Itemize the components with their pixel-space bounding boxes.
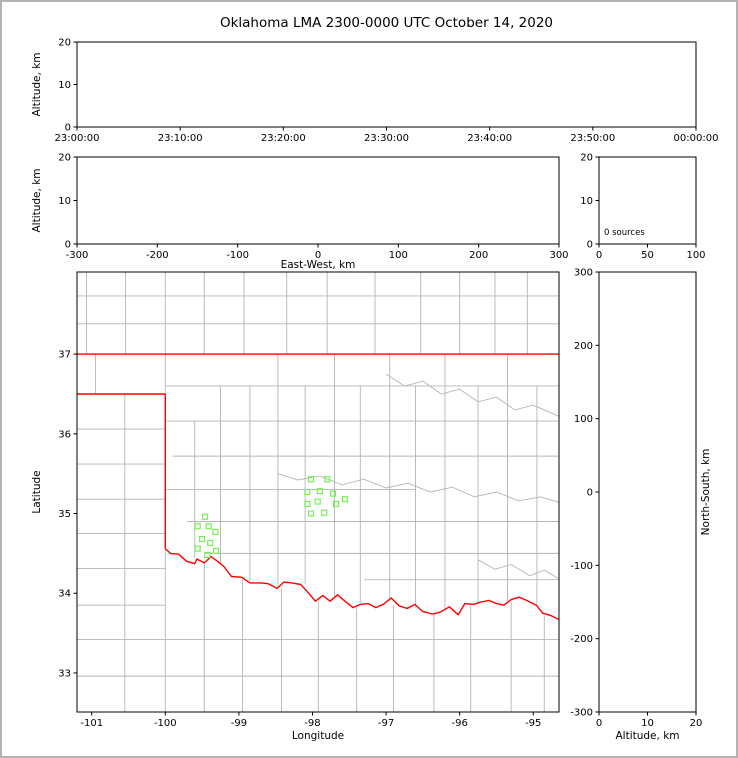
- y-axis-label-right: North-South, km: [700, 449, 712, 536]
- state-border-line: [164, 548, 559, 621]
- x-tick-label: 0: [596, 718, 602, 729]
- x-tick-label: 10: [641, 718, 654, 729]
- axes-frame: [598, 271, 697, 713]
- y-tick-label: 0: [587, 488, 593, 499]
- y-tick-label: 200: [574, 341, 593, 352]
- y-tick-label: 34: [58, 589, 71, 600]
- y-tick-label: 0: [587, 240, 593, 251]
- y-axis-label: Altitude, km: [31, 168, 43, 232]
- x-tick-label: -200: [146, 250, 169, 261]
- axes-frame: [76, 271, 560, 713]
- river-line: [277, 473, 559, 503]
- x-tick-label: 50: [641, 250, 654, 261]
- panel-content: [77, 272, 559, 712]
- x-tick-label: 20: [690, 718, 703, 729]
- x-tick-label: 300: [549, 250, 568, 261]
- y-tick-label: 36: [58, 429, 71, 440]
- x-tick-label: 00:00:00: [674, 133, 719, 144]
- y-tick-label: 0: [65, 240, 71, 251]
- y-tick-label: -300: [570, 708, 593, 719]
- panel-ew_height: -300 -200 -100 0 100 200 300 0 10 20 East-West, km…: [31, 153, 569, 272]
- station-marker: [198, 535, 206, 543]
- station-marker: [307, 476, 315, 483]
- station-marker: [201, 513, 209, 520]
- station-marker: [212, 528, 219, 535]
- x-tick-label: 23:20:00: [261, 133, 306, 144]
- x-tick-label: -300: [66, 250, 89, 261]
- sources-count-label: 0 sources: [604, 228, 645, 238]
- y-axis-label: Latitude: [31, 470, 43, 513]
- river-line: [385, 373, 559, 417]
- y-tick-label: -200: [570, 634, 593, 645]
- x-tick-label: 23:40:00: [467, 133, 512, 144]
- x-tick-label: -100: [154, 718, 177, 729]
- station-marker: [341, 496, 348, 503]
- station-marker: [324, 476, 331, 483]
- y-tick-label: 20: [58, 153, 71, 164]
- y-tick-label: 10: [580, 196, 593, 207]
- y-tick-label: 33: [58, 668, 71, 679]
- panel-map: -101 -100 -99 -98 -97 -96 -95 33 34 35 36 37 Longitu…: [31, 271, 560, 742]
- x-tick-label: -101: [80, 718, 103, 729]
- station-marker: [307, 510, 315, 517]
- y-axis-label: Altitude, km: [31, 52, 43, 116]
- y-tick-label: 100: [574, 414, 593, 425]
- station-marker: [204, 551, 211, 559]
- station-marker: [304, 488, 311, 496]
- station-marker: [212, 547, 220, 555]
- station-marker: [321, 509, 328, 516]
- x-tick-label: -96: [451, 718, 467, 729]
- x-tick-label: -100: [226, 250, 249, 261]
- station-marker: [194, 545, 201, 552]
- y-tick-label: 10: [58, 80, 71, 91]
- y-tick-label: 0: [65, 123, 71, 134]
- y-tick-label: 37: [58, 350, 71, 361]
- station-marker: [205, 523, 212, 530]
- x-tick-label: 23:00:00: [55, 133, 100, 144]
- station-marker: [316, 488, 323, 495]
- x-axis-label: East-West, km: [281, 259, 356, 271]
- y-tick-label: 35: [58, 509, 71, 520]
- y-tick-label: -100: [570, 561, 593, 572]
- y-tick-label: 10: [58, 196, 71, 207]
- y-tick-label: 20: [58, 38, 71, 49]
- y-tick-label: 300: [574, 268, 593, 279]
- x-axis-label: Altitude, km: [615, 730, 679, 742]
- station-marker: [332, 500, 340, 508]
- axes-frame: [76, 41, 697, 128]
- x-tick-label: 100: [389, 250, 408, 261]
- station-marker: [194, 523, 201, 530]
- station-marker: [329, 490, 337, 497]
- y-tick-label: 20: [580, 153, 593, 164]
- x-tick-label: 0: [315, 250, 321, 261]
- x-tick-label: -97: [378, 718, 394, 729]
- x-tick-label: 23:30:00: [364, 133, 409, 144]
- panel-ns_height: 0 10 20 -300 -200 -100 0 100 200 300 Altitude, km N…: [570, 268, 712, 743]
- x-tick-label: 0: [596, 250, 602, 261]
- x-tick-label: 23:50:00: [570, 133, 615, 144]
- x-tick-label: -98: [304, 718, 320, 729]
- x-tick-label: 23:10:00: [158, 133, 203, 144]
- axes-frame: [76, 156, 560, 245]
- x-axis-label: Longitude: [292, 730, 344, 742]
- panel-time_height: 23:00:00 23:10:00 23:20:00 23:30:00 23:40:00…: [31, 38, 718, 145]
- river-line: [477, 559, 559, 580]
- figure-title: Oklahoma LMA 2300-0000 UTC October 14, 2…: [219, 15, 554, 31]
- panel-alt_hist: 0 50 100 0 10 20 0 sources: [580, 153, 705, 262]
- station-marker: [314, 498, 321, 505]
- x-tick-label: 200: [469, 250, 488, 261]
- station-marker: [304, 500, 311, 508]
- x-tick-label: -95: [525, 718, 541, 729]
- station-marker: [207, 539, 214, 547]
- x-tick-label: 100: [686, 250, 705, 261]
- x-tick-label: -99: [231, 718, 247, 729]
